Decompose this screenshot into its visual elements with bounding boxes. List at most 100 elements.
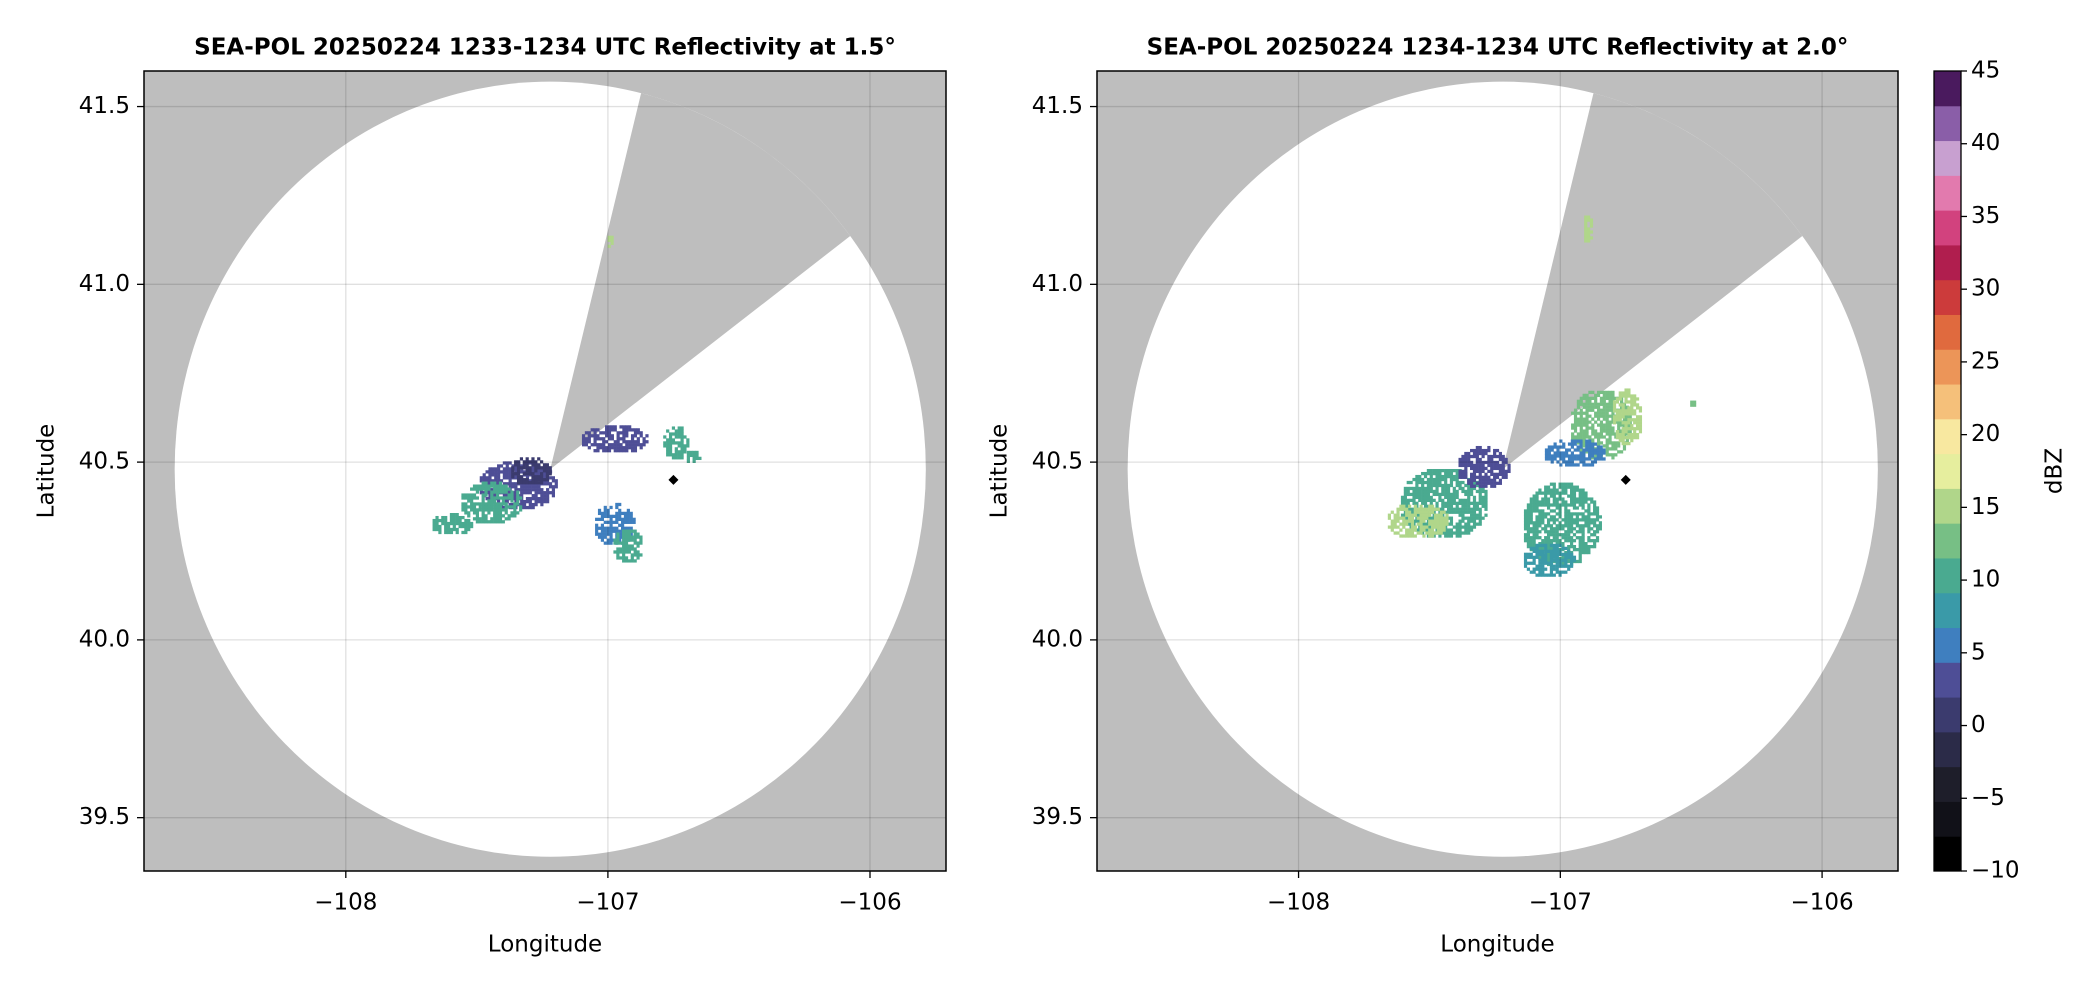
echo-cell (587, 431, 591, 435)
echo-cell (545, 463, 549, 467)
echo-cell (522, 502, 527, 507)
echo-cell (1587, 527, 1591, 531)
echo-cell (1472, 525, 1477, 529)
echo-cell (587, 440, 591, 444)
echo-cell (1436, 525, 1440, 529)
echo-cell (1612, 421, 1617, 425)
echo-cell (1593, 530, 1597, 534)
echo-cell (600, 532, 605, 536)
echo-cell (1461, 498, 1465, 502)
echo-cell (1478, 481, 1482, 485)
echo-cell (1458, 463, 1462, 468)
echo-cell (602, 440, 606, 444)
echo-cell (1570, 488, 1574, 492)
echo-cell (627, 544, 632, 548)
echo-cell (481, 496, 485, 500)
echo-cell (516, 460, 521, 464)
echo-cell (1399, 522, 1403, 526)
echo-cell (1470, 475, 1474, 479)
echo-cell (1558, 542, 1562, 546)
echo-cell (605, 428, 609, 432)
echo-cell (1599, 411, 1604, 415)
echo-cell (540, 478, 544, 482)
echo-cell (1617, 441, 1621, 445)
echo-cell (1529, 530, 1533, 534)
y-tick-label: 41.5 (1032, 93, 1083, 119)
echo-cell (630, 553, 634, 557)
echo-cell (1565, 451, 1569, 455)
echo-cell (1455, 489, 1459, 494)
echo-cell (1538, 512, 1542, 516)
echo-cell (1429, 495, 1433, 500)
echo-cell (1693, 403, 1697, 407)
echo-cell (1544, 527, 1548, 531)
echo-cell (1555, 497, 1559, 501)
echo-cell (525, 472, 529, 476)
echo-cell (636, 437, 640, 441)
echo-cell (493, 481, 497, 485)
echo-cell (636, 544, 640, 548)
echo-cell (1529, 512, 1533, 516)
echo-cell (597, 511, 602, 516)
echo-cell (1605, 447, 1609, 451)
echo-cell (1501, 472, 1505, 476)
echo-cell (1444, 495, 1448, 500)
echo-cell (531, 488, 535, 492)
echo-cell (593, 443, 597, 447)
echo-cell (1429, 489, 1433, 494)
echo-cell (1556, 451, 1560, 455)
echo-cell (1529, 503, 1533, 507)
echo-cell (1529, 546, 1533, 551)
echo-cell (1507, 469, 1511, 474)
echo-cell (1419, 507, 1423, 511)
echo-cell (1478, 466, 1482, 471)
echo-cell (1452, 486, 1456, 491)
echo-cell (1617, 444, 1621, 448)
echo-cell (1584, 218, 1588, 222)
echo-cell (1444, 531, 1448, 535)
echo-cell (1590, 521, 1594, 525)
echo-cell (1418, 498, 1422, 502)
echo-cell (1593, 506, 1597, 510)
echo-cell (470, 524, 474, 529)
echo-cell (1593, 503, 1597, 507)
echo-cell (1578, 559, 1582, 564)
echo-cell (494, 476, 498, 480)
echo-cell (1562, 442, 1566, 446)
echo-cell (1410, 534, 1415, 538)
echo-cell (1593, 542, 1597, 546)
echo-cell (1582, 405, 1586, 409)
echo-cell (1559, 454, 1563, 458)
echo-cell (1549, 539, 1554, 543)
echo-cell (1576, 417, 1580, 421)
echo-cell (1582, 460, 1586, 464)
echo-cell (1470, 481, 1474, 485)
echo-cell (1526, 515, 1530, 519)
echo-cell (1529, 561, 1533, 565)
echo-cell (1562, 454, 1566, 458)
echo-cell (1581, 544, 1585, 549)
echo-cell (1564, 509, 1568, 513)
echo-cell (1611, 390, 1615, 395)
echo-cell (1438, 495, 1442, 500)
echo-cell (1585, 445, 1589, 449)
echo-cell (666, 438, 670, 442)
echo-cell (501, 502, 505, 506)
echo-cell (1579, 426, 1583, 430)
echo-cell (1567, 503, 1571, 507)
echo-cell (1635, 415, 1640, 419)
echo-cell (1418, 492, 1422, 497)
echo-cell (1467, 463, 1471, 468)
echo-cell (490, 508, 494, 512)
echo-cell (1467, 451, 1471, 456)
echo-cell (1599, 390, 1604, 395)
echo-cell (1439, 522, 1443, 526)
echo-cell (1590, 460, 1595, 464)
echo-cell (487, 511, 491, 515)
echo-cell (1399, 528, 1403, 532)
echo-cell (504, 496, 508, 500)
echo-cell (1544, 457, 1549, 461)
echo-cell (1567, 448, 1572, 452)
echo-cell (1549, 494, 1554, 498)
echo-cell (525, 505, 530, 510)
